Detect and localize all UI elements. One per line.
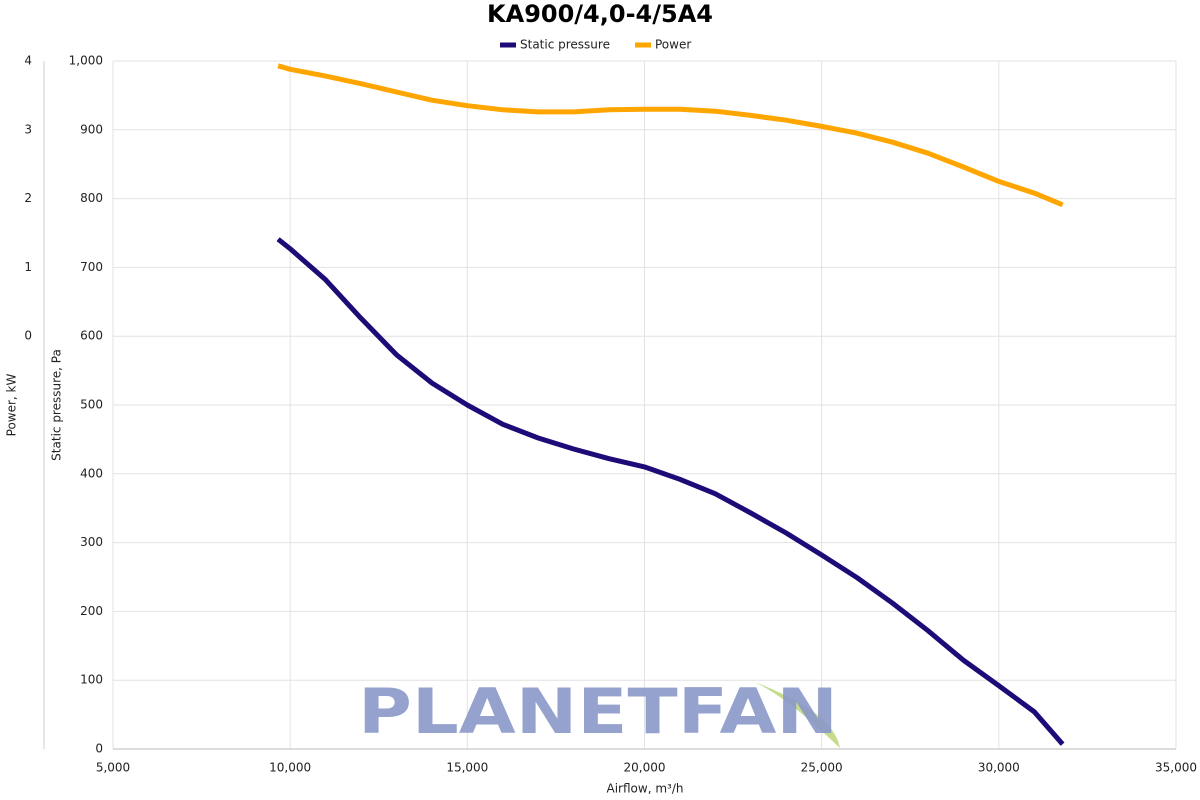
y2-tick-label: 4 xyxy=(24,54,32,68)
y-tick-label: 400 xyxy=(80,466,103,480)
y-tick-label: 1,000 xyxy=(69,54,103,68)
series-line xyxy=(277,63,1064,208)
watermark-group: PLANETFAN xyxy=(358,675,840,748)
y-tick-label: 800 xyxy=(80,191,103,205)
x-tick-label: 5,000 xyxy=(96,761,130,775)
x-tick-label: 15,000 xyxy=(446,761,488,775)
y2-tick-label: 0 xyxy=(24,329,32,343)
y-tick-label: 500 xyxy=(80,398,103,412)
y-tick-label: 300 xyxy=(80,535,103,549)
legend-label: Static pressure xyxy=(520,38,610,52)
y2-tick-label: 2 xyxy=(24,191,32,205)
y-tick-label: 600 xyxy=(80,329,103,343)
y2-axis-title: Power, kW xyxy=(5,374,19,437)
y2-tick-label: 1 xyxy=(24,260,32,274)
x-axis-title: Airflow, m³/h xyxy=(607,782,684,796)
series-line xyxy=(276,237,1065,746)
y-tick-label: 200 xyxy=(80,604,103,618)
y-tick-label: 700 xyxy=(80,260,103,274)
watermark: PLANETFAN xyxy=(358,675,838,748)
x-tick-label: 30,000 xyxy=(978,761,1020,775)
y2-tick-label: 3 xyxy=(24,122,32,136)
chart-title: KA900/4,0-4/5A4 xyxy=(487,0,713,28)
y-tick-label: 100 xyxy=(80,673,103,687)
x-tick-label: 25,000 xyxy=(801,761,843,775)
y-tick-label: 900 xyxy=(80,122,103,136)
y-axis-title: Static pressure, Pa xyxy=(50,349,64,461)
legend-label: Power xyxy=(655,38,691,52)
x-tick-label: 35,000 xyxy=(1155,761,1197,775)
x-tick-label: 10,000 xyxy=(269,761,311,775)
y-tick-label: 0 xyxy=(95,742,103,756)
x-tick-label: 20,000 xyxy=(624,761,666,775)
